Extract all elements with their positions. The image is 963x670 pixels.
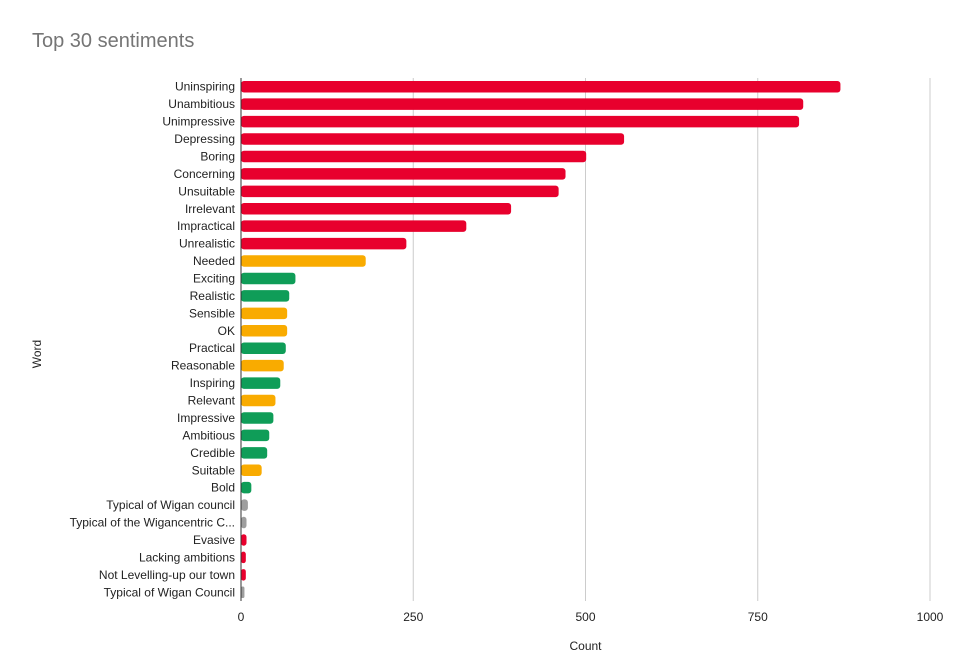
bar xyxy=(241,447,268,459)
category-label: Concerning xyxy=(174,167,235,181)
y-axis-title: Word xyxy=(30,340,44,368)
category-label: Typical of Wigan council xyxy=(106,498,235,512)
chart-title: Top 30 sentiments xyxy=(32,30,195,52)
category-label: Sensible xyxy=(189,306,235,320)
bar xyxy=(241,80,841,93)
bar xyxy=(241,307,288,320)
category-label: Unsuitable xyxy=(178,184,235,198)
category-label: Ambitious xyxy=(182,428,235,442)
bar xyxy=(241,150,587,163)
category-label: Depressing xyxy=(174,132,235,146)
bars xyxy=(241,80,841,599)
category-label: Unrealistic xyxy=(179,237,235,251)
category-label: Exciting xyxy=(193,271,235,285)
bar xyxy=(241,133,625,145)
bar xyxy=(241,202,512,215)
bar xyxy=(241,290,290,302)
bar xyxy=(241,551,246,564)
bar xyxy=(241,325,288,337)
category-label: OK xyxy=(218,324,235,338)
bar xyxy=(241,412,274,424)
category-label: Realistic xyxy=(190,289,235,303)
bar xyxy=(241,516,247,529)
category-label: Practical xyxy=(189,341,235,355)
bar xyxy=(241,394,276,407)
bar xyxy=(241,255,366,267)
category-label: Uninspiring xyxy=(175,80,235,94)
bar xyxy=(241,586,245,599)
bar xyxy=(241,185,559,198)
bar xyxy=(241,220,467,232)
category-labels: Uninspiring Unambitious Unimpressive Depres… xyxy=(70,80,236,600)
category-label: Bold xyxy=(211,481,235,495)
bar xyxy=(241,115,800,128)
gridlines xyxy=(412,78,931,601)
category-label: Suitable xyxy=(192,463,236,477)
bar xyxy=(241,534,247,546)
category-label: Impractical xyxy=(177,219,235,233)
x-tick-label: 0 xyxy=(238,610,245,624)
x-axis-title: Count xyxy=(569,639,602,653)
bar xyxy=(241,481,252,494)
bar xyxy=(241,464,262,477)
category-label: Unimpressive xyxy=(162,115,235,129)
bar xyxy=(241,237,407,250)
bar xyxy=(241,499,248,511)
category-label: Reasonable xyxy=(171,359,235,373)
x-tick-labels: 0 250 500 750 1000 xyxy=(238,610,944,624)
category-label: Typical of the Wigancentric C... xyxy=(70,516,235,530)
bar xyxy=(241,359,284,372)
category-label: Typical of Wigan Council xyxy=(104,585,235,599)
category-label: Lacking ambitions xyxy=(139,550,235,564)
category-label: Inspiring xyxy=(190,376,235,390)
category-label: Relevant xyxy=(188,394,236,408)
bar xyxy=(241,429,270,442)
bar xyxy=(241,272,296,285)
x-tick-label: 1000 xyxy=(917,610,944,624)
category-label: Irrelevant xyxy=(185,202,236,216)
bar xyxy=(241,98,804,110)
x-tick-label: 750 xyxy=(748,610,768,624)
bar xyxy=(241,569,246,581)
bar xyxy=(241,168,566,180)
bar xyxy=(241,377,281,389)
category-label: Not Levelling-up our town xyxy=(99,568,235,582)
category-label: Evasive xyxy=(193,533,235,547)
category-label: Needed xyxy=(193,254,235,268)
x-tick-label: 250 xyxy=(403,610,423,624)
x-tick-label: 500 xyxy=(575,610,595,624)
bar xyxy=(241,342,286,354)
category-label: Unambitious xyxy=(168,97,235,111)
category-label: Credible xyxy=(190,446,235,460)
category-label: Boring xyxy=(200,149,235,163)
category-label: Impressive xyxy=(177,411,235,425)
